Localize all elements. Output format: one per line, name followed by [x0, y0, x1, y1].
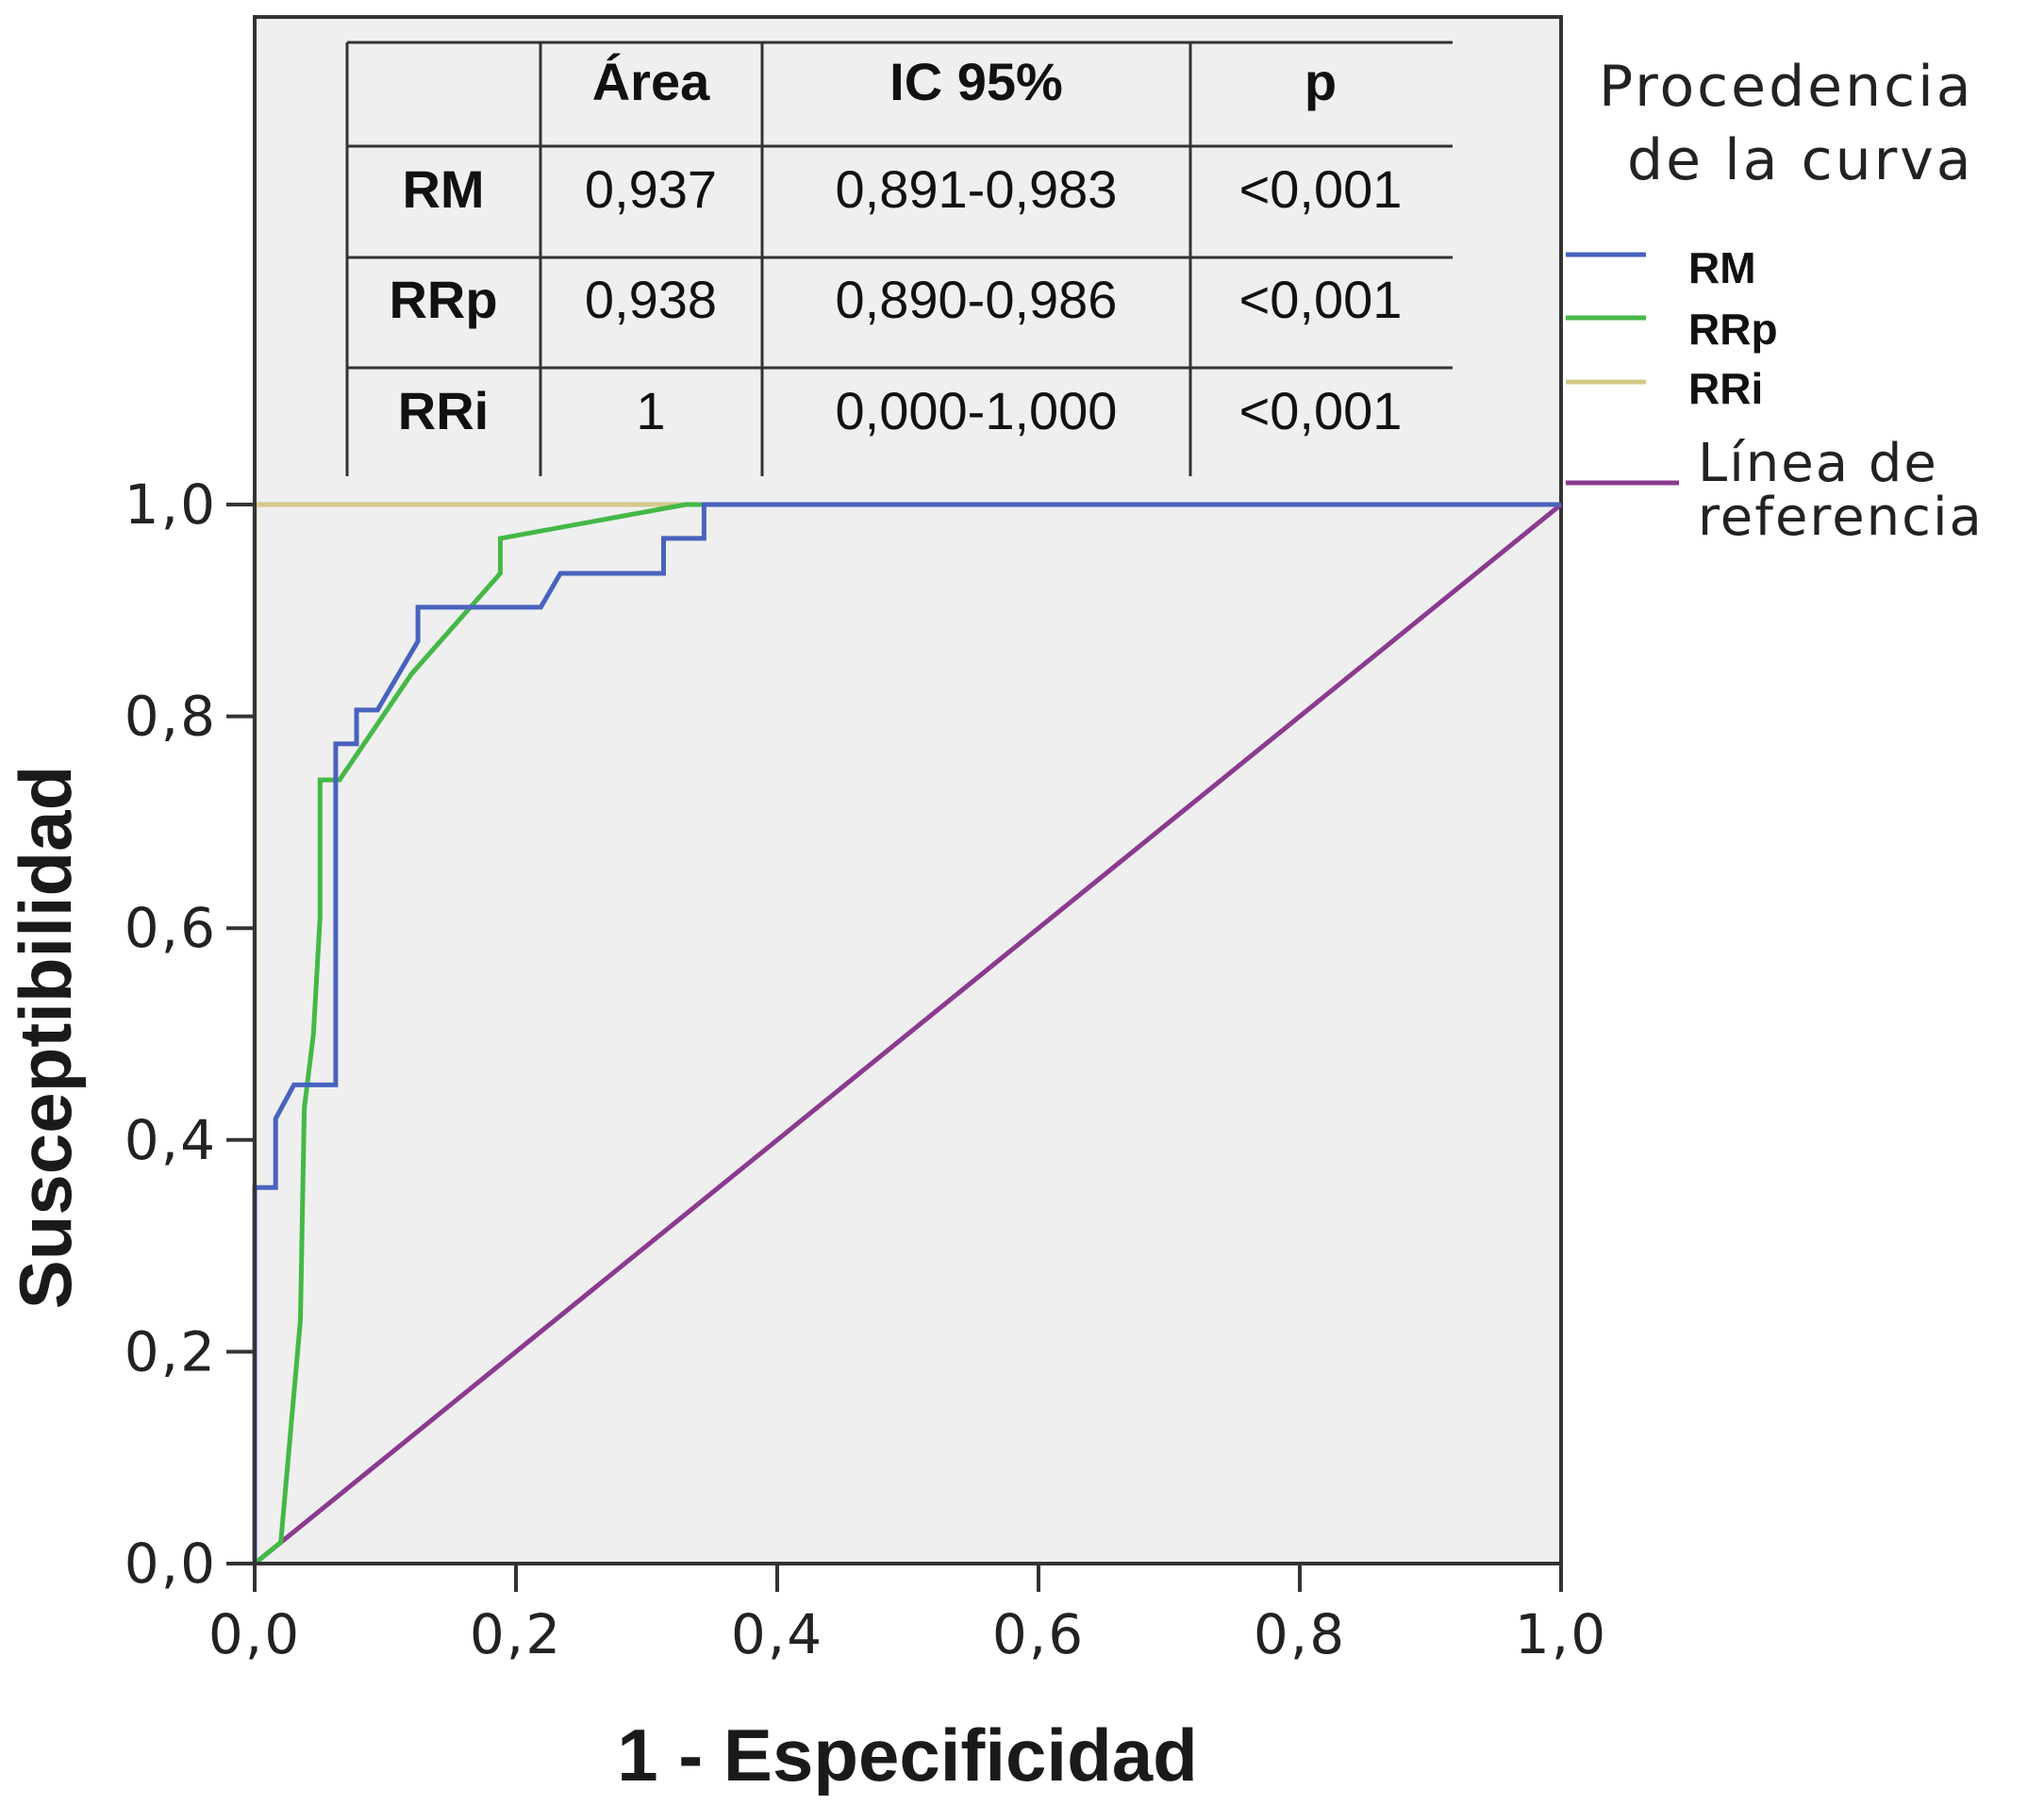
x-tick-label: 0,0: [208, 1602, 301, 1666]
table-header-area: Área: [592, 52, 710, 111]
stats-table: Área IC 95% p RM 0,937 0,891-0,983 <0,00…: [345, 41, 1453, 476]
legend-title-line-1: Procedencia: [1599, 54, 1974, 120]
table-cell-rri-ci: 0,000-1,000: [836, 381, 1118, 440]
table-cell-rrp-area: 0,938: [585, 270, 717, 329]
y-axis-title: Susceptibilidad: [4, 766, 87, 1309]
x-tick-label: 1,0: [1515, 1602, 1607, 1666]
table-cell-rri-area: 1: [636, 381, 665, 440]
y-tick-label: 0,2: [125, 1319, 217, 1383]
series-line-linea-de-referencia: [253, 503, 1563, 1565]
series-line-rrp: [253, 502, 1561, 1565]
x-axis-title: 1 - Especificidad: [617, 1714, 1198, 1797]
series-line-rm: [252, 502, 1561, 1564]
legend-label-reference-line-1: Línea de: [1698, 433, 1938, 494]
table-cell-rrp-p: <0,001: [1239, 270, 1403, 329]
y-tick-label: 0,6: [125, 896, 217, 960]
legend: Procedencia de la curva RM RRp RRi Línea…: [1566, 54, 1984, 548]
table-cell-rri-p: <0,001: [1239, 381, 1403, 440]
table-row-label-rri: RRi: [398, 381, 489, 440]
table-cell-rrp-ci: 0,890-0,986: [836, 270, 1118, 329]
table-cell-rm-area: 0,937: [585, 159, 717, 219]
legend-label-rm: RM: [1688, 243, 1756, 292]
y-tick-label: 0,8: [125, 685, 217, 749]
table-cell-rm-p: <0,001: [1239, 159, 1403, 219]
legend-title-line-2: de la curva: [1627, 127, 1974, 193]
table-row-label-rrp: RRp: [389, 270, 497, 329]
x-tick-label: 0,2: [470, 1602, 562, 1666]
y-tick-label: 0,0: [125, 1532, 217, 1596]
table-row-label-rm: RM: [402, 159, 484, 219]
plot-area: [253, 15, 1563, 1565]
legend-label-rri: RRi: [1688, 364, 1763, 413]
y-tick-label: 0,4: [125, 1108, 217, 1172]
table-cell-rm-ci: 0,891-0,983: [836, 159, 1118, 219]
y-tick-label: 1,0: [125, 472, 217, 537]
table-header-p: p: [1305, 52, 1337, 111]
legend-label-rrp: RRp: [1688, 305, 1778, 354]
x-tick-label: 0,8: [1254, 1602, 1346, 1666]
table-header-ci: IC 95%: [889, 52, 1063, 111]
x-tick-label: 0,4: [731, 1602, 823, 1666]
x-tick-label: 0,6: [992, 1602, 1085, 1666]
legend-label-reference-line-2: referencia: [1698, 487, 1984, 548]
